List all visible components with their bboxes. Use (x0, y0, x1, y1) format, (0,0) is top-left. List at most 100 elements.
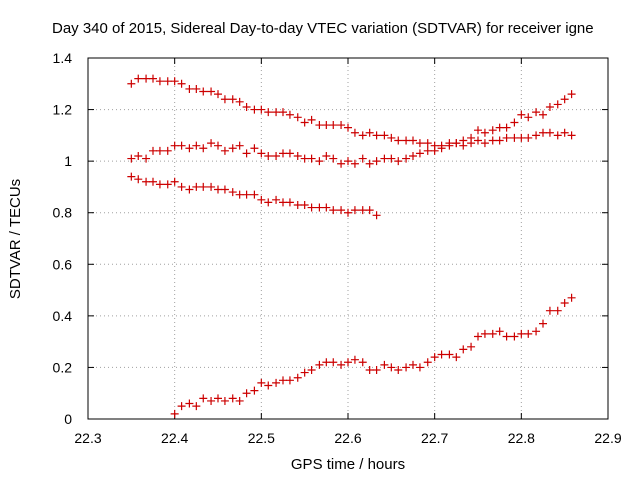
y-axis-tick-labels: 0 0.2 0.4 0.6 0.8 1 1.2 1.4 (53, 50, 73, 427)
x-tick-label: 22.3 (74, 430, 101, 446)
series-series-2 (127, 128, 576, 168)
data-point (315, 121, 324, 130)
data-point (545, 128, 554, 137)
data-point (207, 139, 216, 148)
data-point (264, 381, 273, 390)
data-point (272, 378, 281, 387)
y-tick-label: 0.4 (53, 308, 73, 324)
data-point (315, 157, 324, 166)
data-point (134, 151, 143, 160)
data-point (242, 149, 251, 158)
data-point (192, 141, 201, 150)
data-point (344, 157, 352, 166)
data-point (372, 366, 381, 375)
data-point (437, 350, 446, 359)
data-point (279, 198, 287, 207)
data-point (350, 355, 359, 364)
data-point (337, 121, 346, 130)
x-tick-label: 22.6 (334, 430, 361, 446)
data-point (228, 95, 237, 104)
data-point (272, 195, 281, 204)
data-point (207, 182, 216, 191)
data-point (517, 110, 526, 119)
data-point (445, 350, 454, 359)
data-point (192, 402, 201, 411)
data-point (437, 144, 446, 153)
data-point (502, 133, 511, 142)
data-point (163, 146, 172, 155)
data-point (214, 141, 222, 150)
x-tick-label: 22.8 (508, 430, 535, 446)
data-point (539, 110, 547, 119)
data-point (220, 146, 229, 155)
data-point (459, 141, 468, 150)
data-point (142, 154, 151, 163)
data-point (488, 136, 497, 145)
data-point (127, 154, 136, 163)
x-axis-tick-labels: 22.3 22.4 22.5 22.6 22.7 22.8 22.9 (74, 430, 621, 446)
data-point (199, 87, 208, 96)
data-point (467, 139, 476, 148)
data-point (524, 113, 533, 122)
data-point (300, 118, 309, 127)
data-point (257, 378, 266, 387)
data-point (567, 90, 576, 99)
data-point (185, 84, 194, 93)
data-point (199, 394, 208, 403)
data-point (358, 131, 367, 140)
data-point (539, 319, 547, 328)
data-point (264, 198, 273, 207)
data-point (185, 185, 194, 194)
data-point (214, 90, 222, 99)
data-point (524, 133, 533, 142)
data-point (524, 329, 533, 338)
data-point (532, 131, 541, 140)
data-points (127, 74, 576, 418)
data-point (409, 151, 417, 160)
data-point (199, 144, 208, 153)
data-point (170, 177, 179, 186)
data-point (250, 190, 259, 199)
data-point (517, 133, 526, 142)
data-point (228, 144, 237, 153)
y-tick-label: 0.8 (53, 205, 73, 221)
data-point (517, 329, 526, 338)
data-point (228, 394, 237, 403)
data-point (315, 360, 324, 369)
data-point (415, 363, 424, 372)
data-point (495, 123, 504, 132)
data-point (510, 133, 519, 142)
data-point (142, 177, 151, 186)
y-tick-label: 1 (64, 153, 72, 169)
data-point (177, 402, 186, 411)
data-point (415, 149, 424, 158)
y-axis-title: SDTVAR / TECUs (7, 179, 24, 299)
y-tick-label: 0.6 (53, 256, 73, 272)
data-point (279, 376, 287, 385)
data-point (329, 121, 338, 130)
data-point (300, 368, 309, 377)
data-point (480, 139, 489, 148)
data-point (495, 136, 504, 145)
data-point (365, 128, 374, 137)
data-point (322, 358, 331, 367)
data-point (344, 208, 352, 217)
x-tick-label: 22.9 (594, 430, 621, 446)
data-point (185, 399, 194, 408)
data-point (480, 329, 489, 338)
data-point (177, 141, 186, 150)
data-point (264, 108, 273, 117)
data-point (474, 332, 482, 341)
data-point (134, 74, 143, 83)
data-point (170, 77, 179, 86)
data-point (192, 182, 201, 191)
x-tick-label: 22.5 (248, 430, 275, 446)
data-point (300, 154, 309, 163)
data-point (220, 185, 229, 194)
data-point (185, 144, 194, 153)
data-point (560, 95, 569, 104)
data-point (207, 87, 216, 96)
data-point (545, 306, 554, 315)
data-point (192, 84, 201, 93)
